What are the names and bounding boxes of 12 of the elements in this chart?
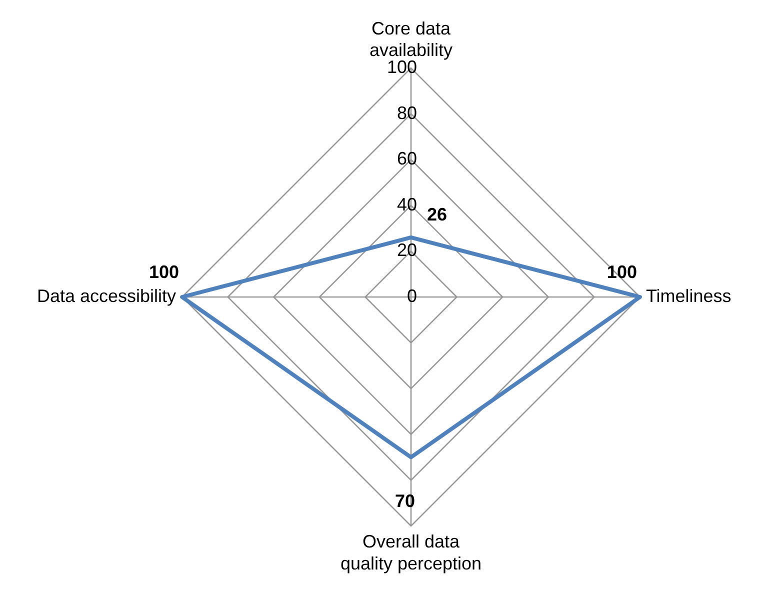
data-label: 100 — [149, 262, 180, 282]
spoke-label: Timeliness — [646, 286, 732, 306]
data-label: 100 — [606, 262, 637, 282]
y-tick-label: 80 — [396, 102, 417, 123]
spoke-label: Overall data quality perception — [340, 532, 482, 574]
spoke-label: Data accessibility — [36, 286, 176, 306]
y-tick-label: 60 — [396, 148, 417, 169]
data-label: 26 — [426, 204, 448, 224]
y-tick-label: 0 — [406, 286, 417, 306]
y-tick-label: 40 — [396, 194, 417, 214]
data-label: 70 — [394, 491, 416, 512]
y-tick-label: 20 — [396, 240, 417, 260]
